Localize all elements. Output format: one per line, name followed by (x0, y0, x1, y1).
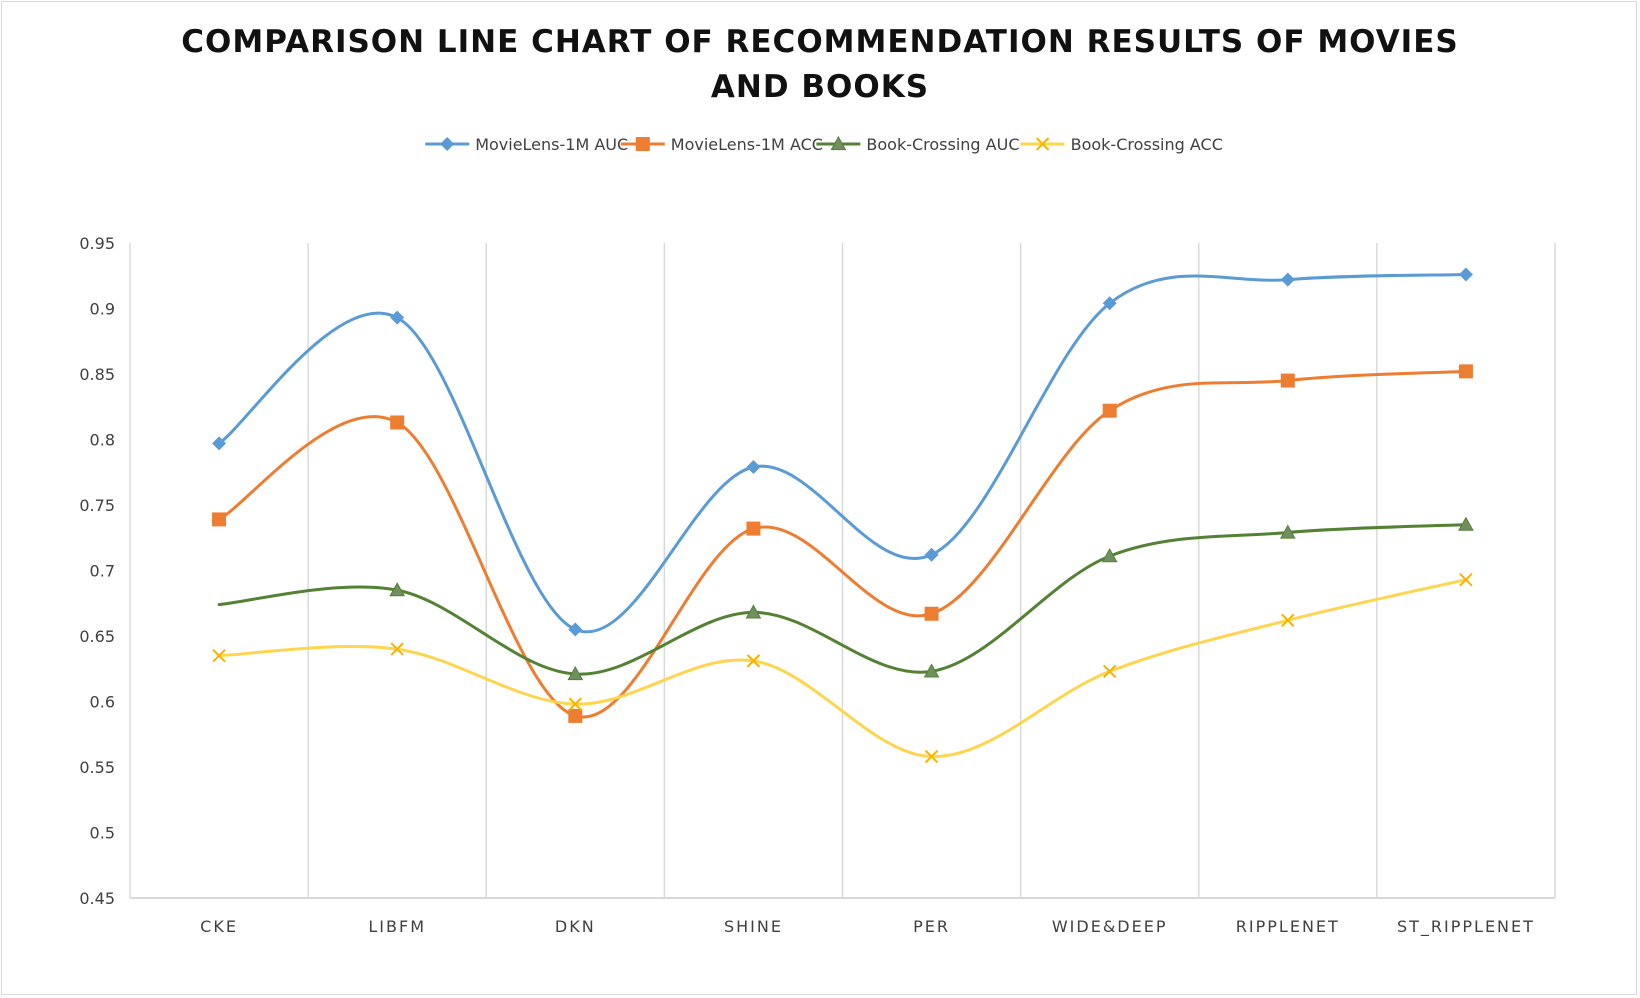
y-tick-label: 0.45 (79, 889, 115, 908)
x-tick-label: SHINE (724, 917, 783, 936)
data-point-marker (390, 415, 405, 430)
legend-label: Book-Crossing AUC (866, 135, 1019, 154)
data-point-marker (746, 521, 761, 536)
data-point-marker (390, 310, 405, 325)
data-point-marker (1102, 403, 1117, 418)
y-tick-label: 0.65 (79, 627, 115, 646)
data-point-marker (390, 642, 404, 656)
x-tick-label: DKN (555, 917, 596, 936)
legend-item: Book-Crossing ACC (1020, 135, 1223, 154)
data-point-marker (1459, 572, 1473, 587)
legend-item: MovieLens-1M ACC (620, 135, 823, 154)
legend-marker (830, 135, 847, 151)
gridlines (129, 243, 1556, 898)
data-point-marker (568, 697, 583, 711)
data-point-marker (745, 604, 762, 619)
data-point-marker (1458, 364, 1473, 379)
legend-label: Book-Crossing ACC (1071, 135, 1223, 154)
x-tick-label: PER (913, 917, 950, 936)
data-point-marker (924, 547, 939, 562)
legend: MovieLens-1M AUC MovieLens-1M ACC Book-Cro… (425, 135, 1223, 154)
data-point-marker (567, 665, 584, 681)
legend-label: MovieLens-1M ACC (671, 135, 823, 154)
data-point-marker (1101, 548, 1118, 563)
chart-title-line-1: COMPARISON LINE CHART OF RECOMMENDATION … (181, 24, 1459, 60)
data-point-marker (568, 708, 583, 723)
x-tick-label: ST_RIPPLENET (1397, 917, 1535, 937)
legend-item: MovieLens-1M AUC (425, 135, 628, 154)
legend-marker (635, 137, 650, 151)
legend-label: MovieLens-1M AUC (475, 135, 628, 154)
series-lines (217, 272, 1468, 759)
x-tick-label: RIPPLENET (1236, 917, 1340, 936)
data-point-marker (1279, 524, 1296, 539)
data-point-marker (923, 663, 940, 678)
series-line-1 (217, 272, 1468, 634)
data-point-marker (924, 606, 939, 621)
data-point-marker (1102, 296, 1117, 311)
series-line-3 (217, 523, 1468, 676)
y-tick-label: 0.7 (90, 562, 115, 581)
chart-title-line-2: AND BOOKS (710, 69, 930, 105)
data-point-marker (746, 460, 761, 475)
y-tick-label: 0.75 (79, 496, 115, 515)
data-point-marker (1280, 272, 1295, 287)
legend-item: Book-Crossing AUC (816, 135, 1020, 154)
data-point-marker (389, 582, 406, 597)
axes: 0.95 0.9 0.85 0.8 0.75 0.7 0.65 0.6 0.55 0.5 0.45 C… (79, 234, 1555, 937)
y-tick-label: 0.5 (90, 824, 115, 843)
series-line-2 (217, 369, 1468, 719)
y-tick-label: 0.9 (90, 300, 115, 319)
y-tick-label: 0.8 (90, 431, 115, 450)
legend-marker (440, 137, 455, 151)
data-point-marker (1458, 267, 1473, 282)
data-point-marker (212, 512, 227, 527)
x-tick-label: LIBFM (368, 917, 426, 936)
y-tick-label: 0.55 (79, 758, 115, 777)
x-tick-label: WIDE&DEEP (1052, 917, 1168, 936)
y-tick-label: 0.85 (79, 365, 115, 384)
data-point-marker (568, 622, 583, 637)
x-tick-label: CKE (200, 917, 238, 936)
series-markers (212, 267, 1474, 764)
y-tick-label: 0.6 (90, 693, 115, 712)
series-line-4 (217, 578, 1468, 759)
y-tick-label: 0.95 (79, 234, 115, 253)
data-point-marker (746, 654, 761, 668)
data-point-marker (212, 436, 227, 451)
data-point-marker (1281, 613, 1295, 627)
data-point-marker (924, 749, 939, 764)
data-point-marker (1458, 516, 1474, 531)
data-point-marker (1280, 373, 1295, 388)
legend-marker (1035, 137, 1050, 151)
data-point-marker (212, 648, 226, 663)
data-point-marker (1102, 664, 1117, 679)
